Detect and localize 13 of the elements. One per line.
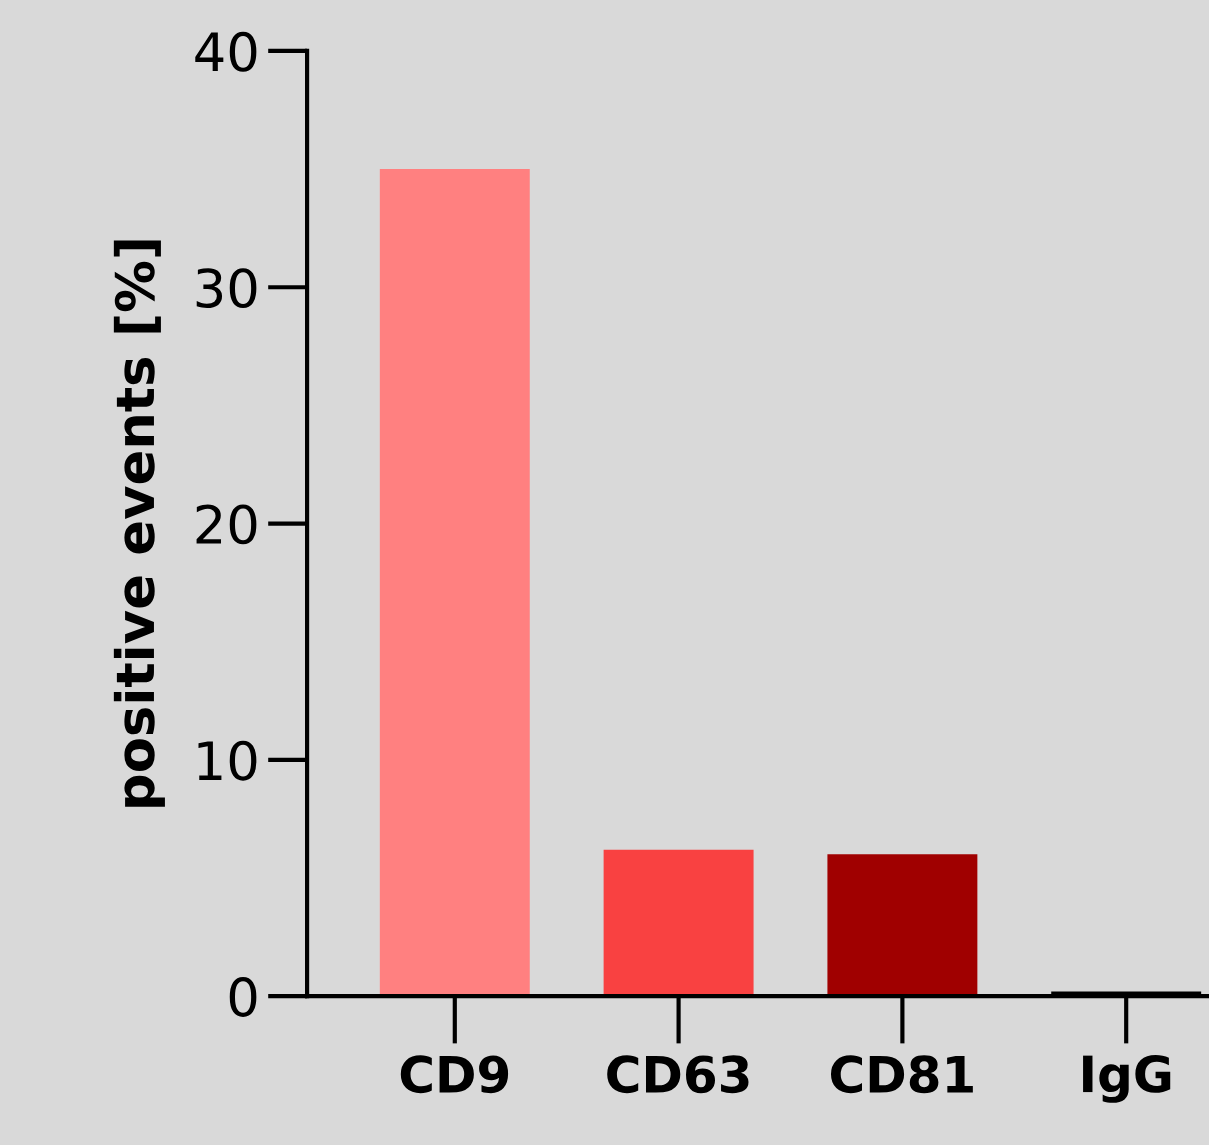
x-tick-label: IgG bbox=[1083, 1054, 1171, 1103]
x-tick-label: CD9 bbox=[400, 1055, 509, 1094]
y-tick-label: 0 bbox=[229, 977, 257, 1017]
y-tick-label: 30 bbox=[196, 268, 257, 309]
bar bbox=[827, 854, 978, 997]
bar bbox=[379, 169, 530, 997]
bar bbox=[603, 849, 754, 997]
y-tick-label: 40 bbox=[195, 31, 257, 72]
y-tick-label: 20 bbox=[196, 504, 257, 545]
x-tick-label: CD63 bbox=[607, 1055, 749, 1094]
x-tick-label: CD81 bbox=[831, 1055, 973, 1094]
y-axis-title: positive events [%] bbox=[113, 240, 165, 807]
y-tick-label: 10 bbox=[198, 740, 257, 781]
